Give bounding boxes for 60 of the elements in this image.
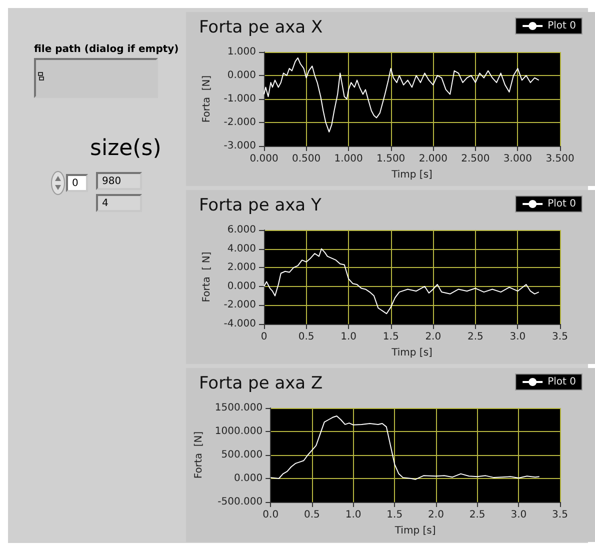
x-tick-label: 2.0 xyxy=(428,510,444,520)
x-tick-label: 3.5 xyxy=(552,510,568,520)
y-tick-label: 0.000 xyxy=(227,280,256,292)
y-tick-label: 4.000 xyxy=(227,243,256,254)
x-tick-label: 1.0 xyxy=(340,332,357,342)
x-tick-label: 1.000 xyxy=(334,154,363,164)
y-axis-title: Forta [ N] xyxy=(202,252,212,302)
text: 0 xyxy=(66,174,88,192)
y-tick-label: -4.000 xyxy=(224,318,256,330)
y-tick-label: 6.000 xyxy=(227,224,256,236)
x-tick-label: 1.500 xyxy=(376,154,406,164)
x-tick-label: 1.5 xyxy=(386,510,403,520)
legend-label: Plot 0 xyxy=(548,376,576,388)
x-tick-label: 3.0 xyxy=(510,332,526,342)
text: 4 xyxy=(96,194,142,212)
x-tick-label: 2.5 xyxy=(469,510,486,520)
line-series xyxy=(270,415,540,480)
chart-title: Forta pe axa Y xyxy=(199,196,322,216)
x-tick-label: 0.5 xyxy=(298,332,314,342)
y-tick-label: 500.000 xyxy=(221,450,263,460)
legend-label: Plot 0 xyxy=(548,20,576,32)
y-tick-label: -2.000 xyxy=(224,117,256,128)
x-tick-label: 0.000 xyxy=(250,154,278,164)
line-series xyxy=(264,248,540,314)
x-tick-label: 2.000 xyxy=(418,154,448,164)
text: file path (dialog if empty) xyxy=(34,44,179,55)
x-tick-label: 0.5 xyxy=(304,510,320,520)
y-tick-label: 1500.000 xyxy=(214,402,263,414)
x-tick-label: 0 xyxy=(260,332,268,342)
y-tick-label: 1000.000 xyxy=(214,426,263,437)
chart-title: Forta pe axa X xyxy=(199,18,323,38)
x-tick-label: 2.500 xyxy=(461,154,490,164)
y-tick-label: -500.000 xyxy=(218,496,263,508)
x-tick-label: 2.0 xyxy=(425,332,442,342)
y-tick-label: 0.000 xyxy=(227,70,256,81)
x-tick-label: 3.5 xyxy=(552,332,568,342)
y-tick-label: 0.000 xyxy=(234,473,263,484)
text: size(s) xyxy=(90,136,162,161)
x-tick-label: 3.000 xyxy=(503,154,532,164)
x-axis-title: Timp [s] xyxy=(390,348,433,358)
x-tick-label: 2.5 xyxy=(467,332,484,342)
y-axis-title: Forta [N] xyxy=(194,431,204,479)
x-tick-label: 3.500 xyxy=(546,154,574,164)
y-tick-label: -3.000 xyxy=(224,140,256,152)
x-tick-label: 3.0 xyxy=(510,510,527,520)
x-tick-label: 1.0 xyxy=(345,510,362,520)
legend-label: Plot 0 xyxy=(548,198,576,210)
x-tick-label: 1.5 xyxy=(382,332,399,342)
y-tick-label: -2.000 xyxy=(224,300,256,311)
x-axis-title: Timp [s] xyxy=(394,526,436,536)
line-series xyxy=(264,57,540,132)
y-tick-label: 2.000 xyxy=(227,262,256,274)
y-tick-label: 1.000 xyxy=(227,46,256,58)
text: 980 xyxy=(96,172,142,190)
x-axis-title: Timp [s] xyxy=(390,170,433,180)
x-tick-label: 0.0 xyxy=(262,510,279,520)
y-tick-label: -1.000 xyxy=(224,94,256,104)
x-tick-label: 0.500 xyxy=(292,154,321,164)
y-axis-title: Forta [N] xyxy=(202,75,212,123)
chart-title: Forta pe axa Z xyxy=(199,374,323,394)
